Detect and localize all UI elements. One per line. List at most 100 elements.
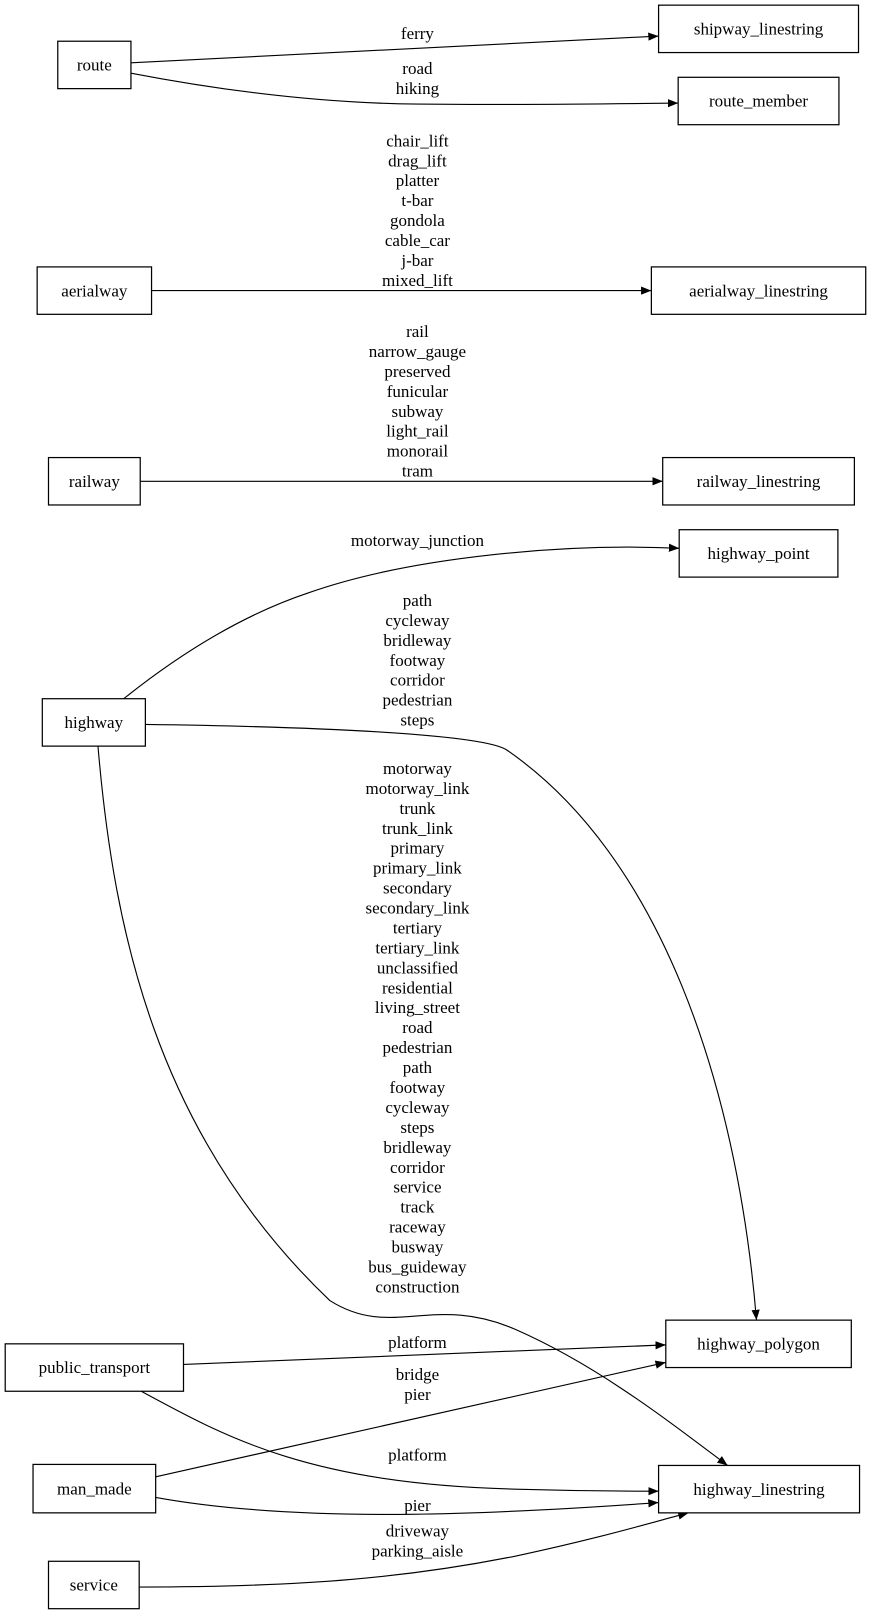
edge-arrow bbox=[130, 72, 679, 108]
edge-arrow bbox=[140, 1390, 659, 1496]
edge-arrow bbox=[139, 1511, 689, 1588]
edge-label: unclassified bbox=[377, 958, 459, 977]
edge-label: living_street bbox=[375, 998, 460, 1017]
node-shipway-linestring[interactable]: shipway_linestring bbox=[657, 4, 860, 54]
edge-label: path bbox=[403, 1058, 433, 1077]
node-highway-polygon[interactable]: highway_polygon bbox=[665, 1319, 852, 1369]
edge-arrow bbox=[97, 746, 728, 1466]
edge-label: rail bbox=[406, 322, 429, 341]
node-box bbox=[32, 1463, 157, 1514]
edge-label: road bbox=[402, 1018, 433, 1037]
edge-label: primary_link bbox=[373, 859, 462, 878]
node-highway-point[interactable]: highway_point bbox=[678, 529, 839, 578]
edge-label: steps bbox=[400, 711, 434, 730]
node-label: route bbox=[77, 56, 112, 75]
edge-label: pedestrian bbox=[383, 691, 453, 710]
edge-label: footway bbox=[390, 651, 446, 670]
edge-arrow bbox=[130, 32, 659, 64]
edge-label: funicular bbox=[387, 382, 449, 401]
edge-label: path bbox=[403, 591, 433, 610]
edge-label: bridge bbox=[396, 1365, 439, 1384]
node-aerialway[interactable]: aerialway bbox=[36, 266, 153, 315]
node-box bbox=[678, 529, 839, 578]
edge-label: road bbox=[402, 59, 433, 78]
edge-pt-linestring: platform bbox=[140, 1390, 659, 1496]
edge-label: monorail bbox=[387, 442, 449, 461]
node-box bbox=[47, 1560, 140, 1610]
edge-label: pier bbox=[404, 1385, 431, 1404]
edge-label: raceway bbox=[389, 1218, 446, 1237]
edge-railway: railnarrow_gaugepreservedfunicularsubway… bbox=[140, 322, 663, 486]
edge-label: preserved bbox=[384, 362, 451, 381]
edge-label: secondary bbox=[383, 879, 452, 898]
node-label: highway bbox=[65, 713, 124, 732]
node-box bbox=[4, 1343, 185, 1392]
edge-label: secondary_link bbox=[366, 899, 470, 918]
node-label: shipway_linestring bbox=[694, 20, 824, 39]
edge-label: tertiary_link bbox=[375, 938, 460, 957]
edge-aerialway: chair_liftdrag_liftplattert-bargondolaca… bbox=[151, 131, 652, 295]
edge-label: service bbox=[393, 1178, 441, 1197]
node-box bbox=[662, 456, 856, 506]
edge-label: j-bar bbox=[400, 251, 433, 270]
edge-label: trunk bbox=[399, 799, 435, 818]
node-label: highway_point bbox=[708, 544, 810, 563]
edge-label: bridleway bbox=[383, 1138, 451, 1157]
node-label: service bbox=[70, 1576, 118, 1595]
node-label: public_transport bbox=[39, 1358, 151, 1377]
edge-label: pedestrian bbox=[383, 1038, 453, 1057]
node-label: aerialway_linestring bbox=[689, 281, 828, 300]
edge-label: drag_lift bbox=[388, 151, 447, 170]
edge-label: platform bbox=[388, 1445, 447, 1464]
edge-label: gondola bbox=[390, 211, 445, 230]
edge-label: chair_lift bbox=[386, 131, 449, 150]
edge-arrow bbox=[145, 723, 760, 1321]
node-route[interactable]: route bbox=[57, 40, 132, 90]
edge-label: hiking bbox=[396, 79, 440, 98]
edge-label: cycleway bbox=[385, 1098, 450, 1117]
node-man-made[interactable]: man_made bbox=[32, 1463, 157, 1514]
edge-label: narrow_gauge bbox=[369, 342, 466, 361]
edge-label: subway bbox=[391, 402, 443, 421]
node-railway[interactable]: railway bbox=[47, 456, 141, 506]
edge-label: platter bbox=[396, 171, 440, 190]
edge-label: t-bar bbox=[401, 191, 433, 210]
edge-arrow bbox=[155, 1360, 666, 1478]
edge-label: light_rail bbox=[386, 422, 449, 441]
edge-arrow bbox=[183, 1341, 666, 1366]
edge-arrow bbox=[155, 1496, 659, 1515]
edge-label: busway bbox=[391, 1238, 443, 1257]
edge-label: ferry bbox=[401, 24, 435, 43]
edge-label: platform bbox=[388, 1333, 447, 1352]
edge-label: primary bbox=[391, 839, 445, 858]
node-box bbox=[47, 456, 141, 506]
node-aerialway-linestring[interactable]: aerialway_linestring bbox=[650, 266, 867, 315]
edge-label: mixed_lift bbox=[382, 271, 453, 290]
edge-highway-point: motorway_junction bbox=[123, 531, 680, 700]
node-highway[interactable]: highway bbox=[41, 698, 146, 747]
edge-label: motorway_junction bbox=[351, 531, 485, 550]
edge-manmade-linestring: pier bbox=[155, 1496, 659, 1515]
node-label: route_member bbox=[709, 92, 808, 111]
edge-label: driveway bbox=[386, 1522, 450, 1541]
node-box bbox=[665, 1319, 852, 1369]
edge-label: footway bbox=[390, 1078, 446, 1097]
edge-label: bus_guideway bbox=[368, 1257, 467, 1276]
edge-label: tertiary bbox=[393, 918, 443, 937]
node-box bbox=[657, 4, 860, 54]
node-railway-linestring[interactable]: railway_linestring bbox=[662, 456, 856, 506]
edge-label: cycleway bbox=[385, 611, 450, 630]
edge-highway-linestring: motorwaymotorway_linktrunktrunk_linkprim… bbox=[97, 746, 728, 1466]
node-label: man_made bbox=[57, 1479, 132, 1498]
edge-label: trunk_link bbox=[382, 819, 453, 838]
node-highway-linestring[interactable]: highway_linestring bbox=[657, 1464, 861, 1514]
node-service[interactable]: service bbox=[47, 1560, 140, 1610]
node-public-transport[interactable]: public_transport bbox=[4, 1343, 185, 1392]
node-route-member[interactable]: route_member bbox=[677, 76, 840, 126]
edge-label: corridor bbox=[390, 671, 445, 690]
edge-label: tram bbox=[402, 462, 433, 481]
